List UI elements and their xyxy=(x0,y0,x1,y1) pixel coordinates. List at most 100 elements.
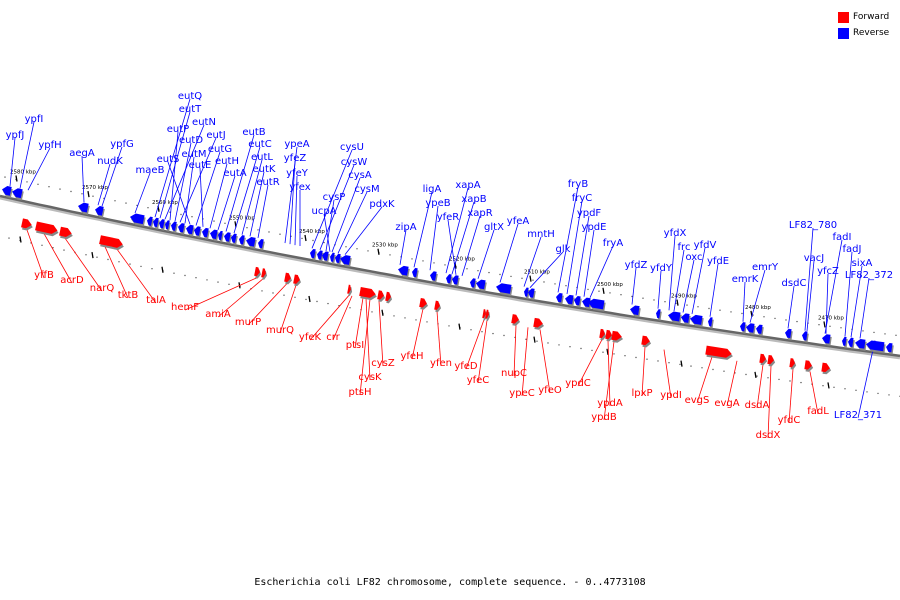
gene-label-lpxP[interactable]: lpxP xyxy=(631,388,652,399)
gene-label-sixA[interactable]: sixA xyxy=(852,258,873,269)
gene-label-cysU[interactable]: cysU xyxy=(340,142,364,153)
gene-reverse[interactable] xyxy=(129,212,146,227)
gene-label-fryB[interactable]: fryB xyxy=(568,179,589,190)
gene-forward[interactable] xyxy=(767,354,776,367)
gene-reverse[interactable] xyxy=(680,313,691,326)
gene-label-ypdF[interactable]: ypdF xyxy=(577,208,602,219)
gene-label-ypdE[interactable]: ypdE xyxy=(582,222,607,233)
gene-label-eutB[interactable]: eutB xyxy=(242,127,265,138)
gene-reverse[interactable] xyxy=(555,293,564,305)
gene-reverse[interactable] xyxy=(745,323,756,335)
gene-label-dsdA[interactable]: dsdA xyxy=(745,400,770,411)
gene-label-LF82_780[interactable]: LF82_780 xyxy=(789,220,837,231)
gene-label-eutT[interactable]: eutT xyxy=(179,104,202,115)
gene-reverse[interactable] xyxy=(238,235,247,247)
gene-label-ucpA[interactable]: ucpA xyxy=(311,206,336,217)
gene-label-yfdE[interactable]: yfdE xyxy=(707,256,729,267)
gene-label-frc[interactable]: frc xyxy=(678,242,691,253)
gene-label-yfeK[interactable]: yfeK xyxy=(299,332,322,343)
gene-label-ypfI[interactable]: ypfI xyxy=(25,114,44,125)
gene-label-evgA[interactable]: evgA xyxy=(714,398,739,409)
gene-label-eutA[interactable]: eutA xyxy=(223,168,246,179)
gene-label-cysK[interactable]: cysK xyxy=(358,372,382,383)
gene-forward[interactable] xyxy=(59,226,75,241)
gene-forward[interactable] xyxy=(385,291,393,304)
gene-label-eutC[interactable]: eutC xyxy=(248,139,271,150)
gene-reverse[interactable] xyxy=(469,278,477,290)
gene-label-ypfJ[interactable]: ypfJ xyxy=(6,130,25,141)
gene-reverse[interactable] xyxy=(339,254,352,268)
gene-reverse[interactable] xyxy=(321,251,330,263)
gene-label-fadI[interactable]: fadI xyxy=(833,232,852,243)
gene-reverse[interactable] xyxy=(755,324,764,337)
gene-reverse[interactable] xyxy=(495,282,513,297)
gene-reverse[interactable] xyxy=(177,222,187,235)
gene-reverse[interactable] xyxy=(865,340,886,354)
gene-reverse[interactable] xyxy=(475,279,487,292)
gene-label-ypfG[interactable]: ypfG xyxy=(110,139,134,150)
gene-label-nupC[interactable]: nupC xyxy=(501,368,527,379)
gene-forward[interactable] xyxy=(705,345,734,361)
gene-label-cysZ[interactable]: cysZ xyxy=(371,358,395,369)
gene-reverse[interactable] xyxy=(164,220,172,232)
gene-forward[interactable] xyxy=(293,274,302,287)
gene-reverse[interactable] xyxy=(223,232,233,244)
gene-label-eutP[interactable]: eutP xyxy=(167,124,189,135)
gene-forward[interactable] xyxy=(347,284,353,297)
gene-label-xapB[interactable]: xapB xyxy=(461,194,486,205)
gene-forward[interactable] xyxy=(254,266,262,279)
gene-label-yfcZ[interactable]: yfcZ xyxy=(817,266,839,277)
gene-forward[interactable] xyxy=(821,362,832,375)
gene-label-murP[interactable]: murP xyxy=(235,317,261,328)
gene-label-yfeA[interactable]: yfeA xyxy=(507,216,530,227)
gene-label-eutK[interactable]: eutK xyxy=(253,164,276,175)
gene-forward[interactable] xyxy=(419,297,429,310)
gene-reverse[interactable] xyxy=(667,311,682,324)
gene-forward[interactable] xyxy=(641,335,652,348)
gene-label-fadL[interactable]: fadL xyxy=(807,406,829,417)
gene-label-yfeY[interactable]: yfeY xyxy=(286,168,309,179)
gene-forward[interactable] xyxy=(21,218,35,231)
gene-reverse[interactable] xyxy=(411,267,419,280)
gene-label-yfeR[interactable]: yfeR xyxy=(437,212,460,223)
gene-label-oxc[interactable]: oxc xyxy=(685,252,702,263)
gene-reverse[interactable] xyxy=(655,309,662,321)
gene-label-eutD[interactable]: eutD xyxy=(179,135,203,146)
gene-label-eutJ[interactable]: eutJ xyxy=(206,130,225,141)
gene-label-eutL[interactable]: eutL xyxy=(251,152,273,163)
gene-label-LF82_372[interactable]: LF82_372 xyxy=(845,270,893,281)
gene-reverse[interactable] xyxy=(587,298,606,312)
gene-reverse[interactable] xyxy=(217,230,225,243)
gene-reverse[interactable] xyxy=(334,253,342,266)
gene-label-LF82_371[interactable]: LF82_371 xyxy=(834,410,882,421)
gene-label-ypeC[interactable]: ypeC xyxy=(509,388,534,399)
gene-label-eutE[interactable]: eutE xyxy=(189,160,212,171)
gene-label-yfen[interactable]: yfen xyxy=(430,358,452,369)
gene-reverse[interactable] xyxy=(230,233,239,246)
gene-label-yfdX[interactable]: yfdX xyxy=(664,228,687,239)
gene-reverse[interactable] xyxy=(573,296,582,308)
gene-label-ypdC[interactable]: ypdC xyxy=(565,378,591,389)
gene-reverse[interactable] xyxy=(629,305,641,318)
gene-reverse[interactable] xyxy=(329,252,336,265)
gene-label-yffB[interactable]: yffB xyxy=(34,270,54,281)
gene-reverse[interactable] xyxy=(77,202,91,215)
gene-label-fryA[interactable]: fryA xyxy=(603,238,624,249)
gene-label-cysP[interactable]: cysP xyxy=(323,192,346,203)
gene-label-yfeC[interactable]: yfeC xyxy=(467,375,490,386)
gene-label-fryC[interactable]: fryC xyxy=(572,193,593,204)
gene-reverse[interactable] xyxy=(821,334,832,346)
gene-forward[interactable] xyxy=(35,221,60,238)
gene-reverse[interactable] xyxy=(451,275,460,287)
gene-label-emrK[interactable]: emrK xyxy=(732,274,759,285)
gene-reverse[interactable] xyxy=(245,236,257,249)
gene-label-eutR[interactable]: eutR xyxy=(256,177,279,188)
gene-label-talA[interactable]: talA xyxy=(146,295,166,306)
gene-label-murQ[interactable]: murQ xyxy=(266,325,294,336)
gene-label-eutH[interactable]: eutH xyxy=(215,156,239,167)
gene-reverse[interactable] xyxy=(847,337,855,350)
gene-label-xapR[interactable]: xapR xyxy=(467,208,492,219)
gene-label-cysW[interactable]: cysW xyxy=(341,157,368,168)
gene-label-ypdI[interactable]: ypdI xyxy=(660,390,682,401)
gene-label-eutN[interactable]: eutN xyxy=(192,117,216,128)
